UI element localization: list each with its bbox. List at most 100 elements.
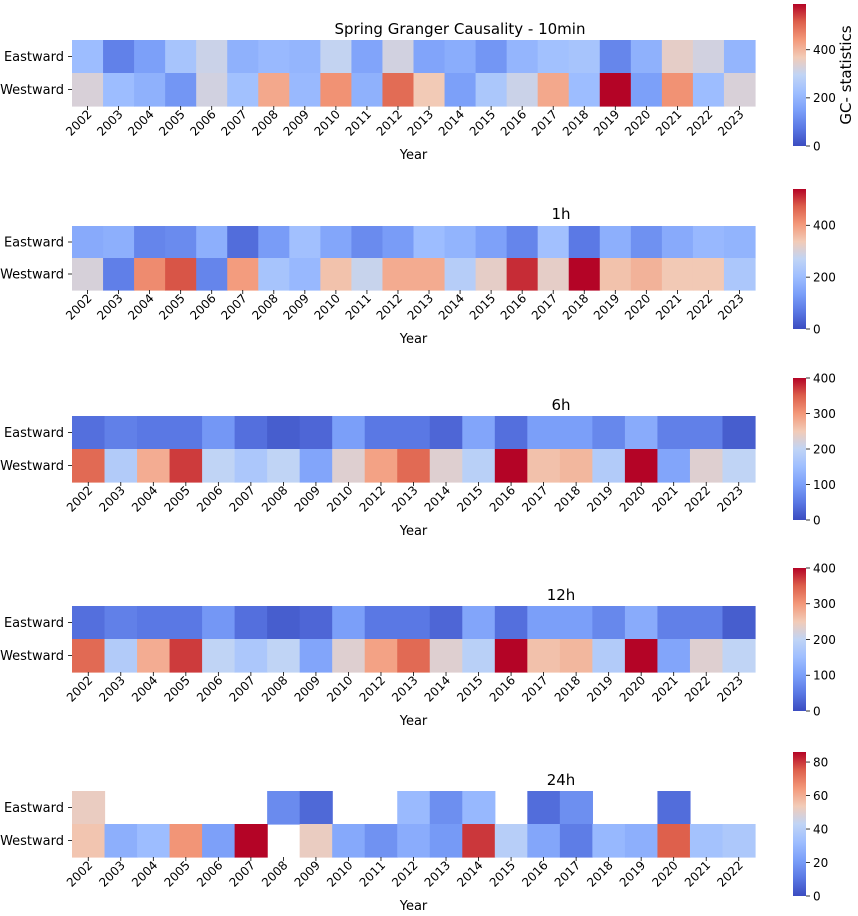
heatmap-cell — [227, 258, 259, 291]
heatmap-cell — [72, 824, 106, 858]
heatmap-cell — [624, 606, 659, 640]
heatmap-cell — [624, 416, 659, 450]
heatmap-cell — [320, 40, 353, 74]
x-tick-label: 2010 — [324, 673, 355, 704]
x-tick-label: 2014 — [436, 291, 467, 322]
heatmap-cell — [299, 416, 333, 450]
heatmap-cell — [289, 258, 321, 291]
colorbar-tick-label: 80 — [813, 755, 828, 769]
heatmap-cell — [599, 40, 632, 74]
heatmap-cell — [364, 606, 398, 640]
heatmap-cell — [624, 639, 659, 673]
heatmap-cell — [104, 449, 138, 483]
colorbar-tick-label: 0 — [813, 139, 821, 153]
heatmap-cell — [169, 639, 203, 673]
heatmap-cell — [413, 226, 446, 259]
x-tick-label: 2005 — [156, 107, 187, 138]
heatmap-cell — [661, 40, 694, 74]
x-tick-label: 2007 — [218, 291, 249, 322]
x-tick-label: 2023 — [714, 483, 745, 514]
heatmap-cell — [592, 416, 626, 450]
heatmap-cell — [689, 416, 724, 450]
heatmap-cell — [382, 226, 415, 259]
x-tick-label: 2022 — [714, 858, 745, 889]
x-tick-label: 2008 — [259, 483, 290, 514]
heatmap-cell — [527, 639, 561, 673]
x-tick-label: 2021 — [682, 858, 713, 889]
x-tick-label: 2016 — [498, 291, 529, 322]
heatmap-cell — [202, 824, 236, 858]
heatmap-cell — [722, 824, 756, 858]
heatmap-cell — [592, 824, 626, 858]
heatmap-cell — [364, 824, 398, 858]
heatmap-cell — [320, 258, 353, 291]
x-tick-label: 2013 — [389, 673, 420, 704]
heatmap-cell — [630, 226, 663, 259]
heatmap-cell — [364, 449, 398, 483]
x-tick-label: 2002 — [64, 858, 95, 889]
heatmap-cell — [234, 449, 268, 483]
x-tick-label: 2014 — [422, 483, 453, 514]
x-tick-label: 2014 — [454, 858, 485, 889]
x-tick-label: 2013 — [422, 858, 453, 889]
x-tick-label: 2022 — [682, 673, 713, 704]
panel-title: 12h — [547, 586, 576, 604]
panel-title: 1h — [551, 205, 570, 223]
heatmap-cell — [462, 824, 496, 858]
heatmap-cell — [592, 639, 626, 673]
heatmap-cell — [537, 226, 570, 259]
heatmap-cell — [559, 791, 593, 825]
heatmap-cell — [165, 226, 197, 259]
heatmap-cell — [559, 416, 593, 450]
heatmap-cell — [444, 40, 477, 74]
x-tick-label: 2015 — [454, 483, 485, 514]
x-tick-label: 2017 — [552, 858, 583, 889]
x-tick-label: 2002 — [64, 483, 95, 514]
x-tick-label: 2020 — [617, 483, 648, 514]
heatmap-cell — [475, 226, 508, 259]
x-axis-label: Year — [399, 332, 428, 347]
heatmap-cell — [202, 606, 236, 640]
heatmap-cell — [382, 40, 415, 74]
heatmap-cell — [234, 639, 268, 673]
heatmap-cell — [722, 416, 756, 450]
heatmap-cell — [137, 824, 171, 858]
heatmap-cell — [527, 449, 561, 483]
heatmap-cell — [267, 606, 301, 640]
heatmap-cell — [72, 416, 106, 450]
heatmap-cell — [137, 606, 171, 640]
heatmap-cell — [413, 258, 446, 291]
heatmap-cell — [397, 416, 431, 450]
heatmap-cell — [462, 639, 496, 673]
x-tick-label: 2005 — [161, 858, 192, 889]
x-tick-label: 2019 — [591, 291, 622, 322]
heatmap-cell — [661, 73, 694, 107]
heatmap-cell — [267, 416, 301, 450]
heatmap-cell — [462, 416, 496, 450]
heatmap-cell — [494, 639, 528, 673]
x-tick-label: 2005 — [161, 673, 192, 704]
heatmap-cell — [299, 824, 333, 858]
heatmap-panel-1: Spring Granger Causality - 10min Eastward… — [0, 4, 855, 163]
x-tick-label: 2015 — [467, 291, 498, 322]
heatmap-cell — [559, 639, 593, 673]
heatmap-cell — [444, 258, 477, 291]
heatmap-cell — [599, 226, 632, 259]
x-tick-label: 2017 — [519, 673, 550, 704]
heatmap-cell — [104, 824, 138, 858]
heatmap-cell — [506, 258, 539, 291]
heatmap-cell — [527, 824, 561, 858]
heatmap-cell — [289, 40, 321, 74]
heatmap-cell — [258, 73, 290, 107]
x-tick-label: 2014 — [436, 107, 467, 138]
heatmap-cell — [657, 824, 691, 858]
heatmap-cell — [661, 258, 694, 291]
heatmap-cell — [444, 73, 477, 107]
heatmap-cell — [689, 449, 724, 483]
x-tick-label: 2006 — [194, 673, 225, 704]
x-tick-label: 2012 — [389, 858, 420, 889]
heatmap-cell — [196, 40, 228, 74]
heatmap-cell — [258, 258, 290, 291]
heatmap-cell — [630, 73, 663, 107]
heatmap-cell — [72, 791, 106, 825]
